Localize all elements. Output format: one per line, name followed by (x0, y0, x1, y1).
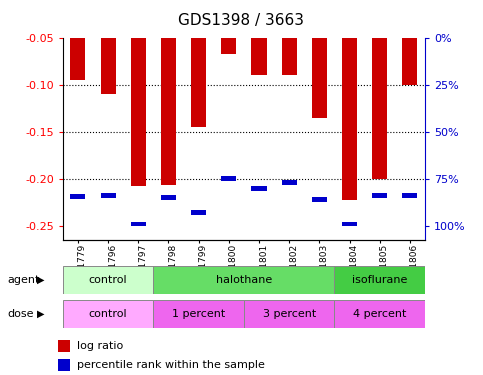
Text: ▶: ▶ (37, 309, 45, 319)
Text: 4 percent: 4 percent (353, 309, 407, 319)
Bar (342, 0, 357, 200)
Bar (335, 300, 425, 328)
Text: control: control (89, 275, 128, 285)
Bar (131, 222, 146, 226)
Bar (131, 0, 146, 186)
Text: control: control (89, 309, 128, 319)
Text: isoflurane: isoflurane (352, 275, 408, 285)
Text: 3 percent: 3 percent (263, 309, 316, 319)
Text: dose: dose (7, 309, 34, 319)
Bar (252, 0, 267, 75)
Bar (342, 222, 357, 226)
Bar (71, 0, 85, 80)
Bar (372, 0, 387, 179)
Bar (252, 186, 267, 190)
Bar (312, 197, 327, 202)
Text: halothane: halothane (216, 275, 272, 285)
Bar (191, 210, 206, 215)
Text: GDS1398 / 3663: GDS1398 / 3663 (179, 13, 304, 28)
Bar (154, 266, 334, 294)
Text: agent: agent (7, 275, 40, 285)
Bar (154, 300, 244, 328)
Text: 1 percent: 1 percent (172, 309, 225, 319)
Bar (312, 0, 327, 117)
Bar (335, 266, 425, 294)
Bar (282, 0, 297, 75)
Bar (402, 0, 417, 85)
Bar (191, 0, 206, 127)
Bar (161, 195, 176, 200)
Bar (161, 0, 176, 185)
Bar (221, 176, 236, 181)
Bar (221, 0, 236, 54)
Bar (63, 266, 154, 294)
Bar (282, 180, 297, 185)
Bar (244, 300, 334, 328)
Text: ▶: ▶ (37, 275, 45, 285)
Text: log ratio: log ratio (77, 341, 124, 351)
Bar (372, 194, 387, 198)
Bar (58, 358, 70, 371)
Text: percentile rank within the sample: percentile rank within the sample (77, 360, 265, 370)
Bar (100, 0, 115, 94)
Bar (63, 300, 154, 328)
Bar (402, 194, 417, 198)
Bar (71, 194, 85, 199)
Bar (100, 194, 115, 198)
Bar (58, 340, 70, 352)
